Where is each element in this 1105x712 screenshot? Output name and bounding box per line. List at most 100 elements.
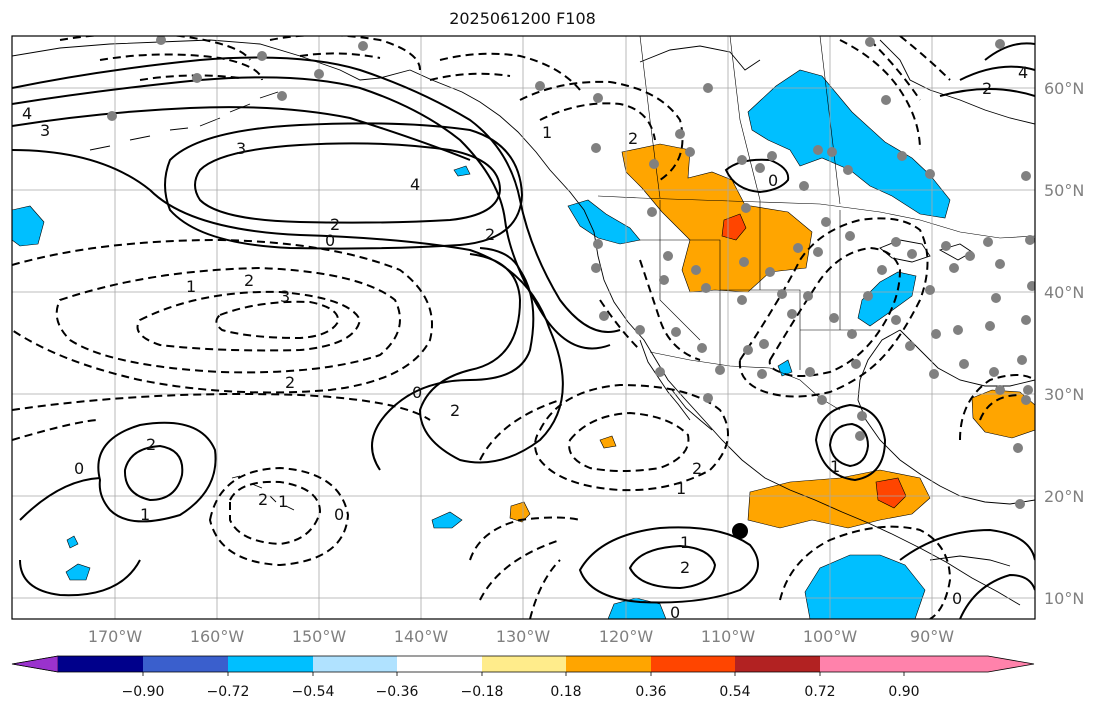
station-dot xyxy=(1025,235,1035,245)
contour-label: 3 xyxy=(236,139,246,158)
station-dot xyxy=(715,365,725,375)
station-dot xyxy=(655,367,665,377)
contour-labels: 4 3 3 4 2 0 2 1 2 3 2 0 2 2 1 0 2 1 0 1 … xyxy=(22,63,1028,622)
contour-negative xyxy=(208,466,350,567)
station-dot xyxy=(767,151,777,161)
station-dot xyxy=(995,259,1005,269)
positive-anomaly-region xyxy=(599,435,617,449)
contour-label: 2 xyxy=(680,558,690,577)
north-america-west-coast xyxy=(409,69,1021,606)
contour-negative xyxy=(429,52,581,91)
station-dot xyxy=(703,393,713,403)
station-dot xyxy=(314,69,324,79)
station-dot xyxy=(107,111,117,121)
contour-negative xyxy=(529,559,561,619)
station-dot xyxy=(803,291,813,301)
station-dot xyxy=(685,147,695,157)
lon-tick-label: 90°W xyxy=(910,627,954,646)
contour-label: 3 xyxy=(40,121,50,140)
station-dot xyxy=(929,369,939,379)
contour-label: 2 xyxy=(258,490,268,509)
station-dot xyxy=(777,289,787,299)
station-dot xyxy=(192,73,202,83)
station-dot xyxy=(156,36,166,45)
station-dot xyxy=(799,181,809,191)
contour-negative xyxy=(55,266,401,374)
map-panel: 4 3 3 4 2 0 2 1 2 3 2 0 2 2 1 0 2 1 0 1 … xyxy=(12,36,1035,622)
colorbar-segment xyxy=(820,656,904,672)
contour-label: 3 xyxy=(280,287,290,306)
colorbar-tick-label: 0.90 xyxy=(888,684,919,700)
contour-positive xyxy=(939,42,1035,97)
contour-positive xyxy=(12,106,471,161)
aleutian-islands xyxy=(89,91,279,151)
colorbar-outline xyxy=(11,655,1035,673)
contour-label: 1 xyxy=(278,492,288,511)
state-lines xyxy=(640,200,880,370)
station-dot xyxy=(931,329,941,339)
contour-label: 4 xyxy=(22,104,32,123)
station-dot xyxy=(675,129,685,139)
station-dot xyxy=(959,359,969,369)
height-anomaly-contours-negative xyxy=(12,36,1035,619)
station-dot xyxy=(741,203,751,213)
contour-negative xyxy=(768,246,902,377)
contour-positive xyxy=(814,403,887,482)
lat-tick-label: 20°N xyxy=(1044,487,1084,506)
station-dot xyxy=(703,83,713,93)
contour-positive xyxy=(578,526,759,604)
contour-label: 0 xyxy=(670,603,680,622)
station-dot xyxy=(843,165,853,175)
storm-center-marker xyxy=(732,523,748,539)
station-dot xyxy=(983,237,993,247)
lon-tick-label: 160°W xyxy=(190,627,245,646)
station-dot xyxy=(881,95,891,105)
station-dot xyxy=(863,291,873,301)
colorbar-segment xyxy=(313,656,397,672)
positive-anomaly-core xyxy=(875,477,907,509)
station-dot xyxy=(759,339,769,349)
lon-tick-label: 130°W xyxy=(496,627,551,646)
map-title: 2025061200 F108 xyxy=(449,9,596,28)
contour-label: 2 xyxy=(628,129,638,148)
lon-tick-label: 120°W xyxy=(599,627,654,646)
contour-negative xyxy=(469,399,581,601)
contour-positive xyxy=(12,56,621,333)
station-dot xyxy=(649,159,659,169)
hawaii-islands xyxy=(231,475,295,511)
contour-negative xyxy=(568,411,690,472)
station-dot xyxy=(1017,355,1027,365)
station-dot xyxy=(805,367,815,377)
contour-negative xyxy=(12,419,322,546)
map-frame xyxy=(11,35,1036,620)
colorbar-segment xyxy=(651,656,735,672)
contour-positive xyxy=(828,422,870,468)
station-dot xyxy=(821,217,831,227)
station-dot xyxy=(905,341,915,351)
colorbar-tick-label: 0.72 xyxy=(804,684,835,700)
colorbar-tick-label: −0.18 xyxy=(461,684,504,700)
station-dot xyxy=(877,265,887,275)
station-dot xyxy=(949,263,959,273)
station-dot xyxy=(851,359,861,369)
negative-anomaly-region xyxy=(453,165,471,177)
negative-anomaly-region xyxy=(431,511,463,529)
station-dot xyxy=(691,265,701,275)
colorbar-tick-label: −0.72 xyxy=(207,684,250,700)
station-dot xyxy=(701,283,711,293)
colorbar-right-extension xyxy=(904,656,1034,672)
baja-peninsula xyxy=(639,339,713,431)
contour-label: 0 xyxy=(412,383,422,402)
station-dot xyxy=(865,37,875,47)
contour-negative xyxy=(59,36,263,81)
negative-anomaly-region xyxy=(747,69,951,219)
station-dot xyxy=(277,91,287,101)
us-canada-border xyxy=(597,195,1035,239)
gulf-of-mexico-coast xyxy=(857,329,1035,505)
station-dot xyxy=(535,81,545,91)
station-dot xyxy=(593,93,603,103)
contour-label: 2 xyxy=(485,225,495,244)
contour-label: 1 xyxy=(830,457,840,476)
lon-tick-label: 110°W xyxy=(701,627,756,646)
